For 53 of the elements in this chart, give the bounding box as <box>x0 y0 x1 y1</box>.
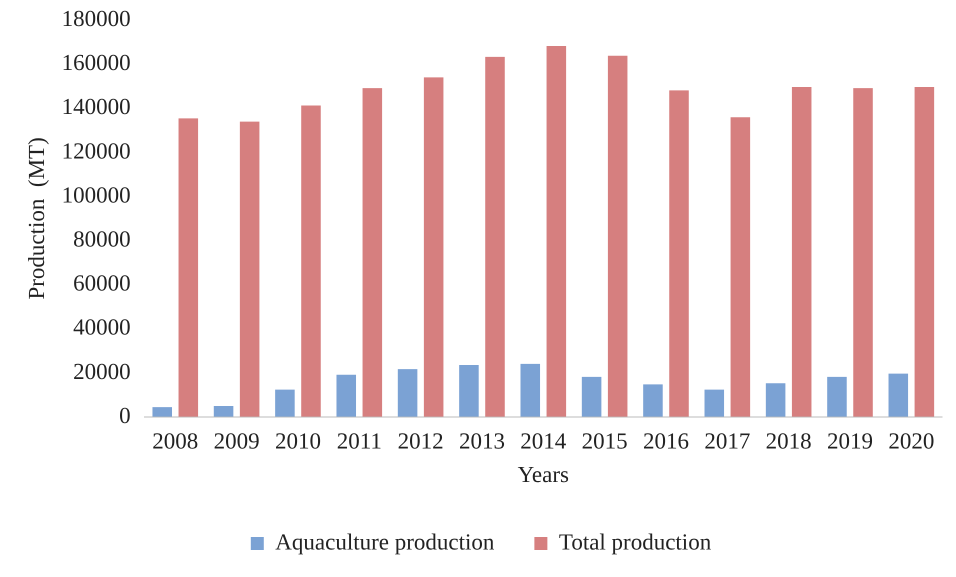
bar <box>827 376 847 417</box>
x-tick-label: 2017 <box>704 428 750 454</box>
x-tick-label: 2012 <box>398 428 444 454</box>
bar <box>459 364 479 417</box>
x-tick-label: 2011 <box>336 428 382 454</box>
bar <box>485 56 505 417</box>
x-axis-title: Years <box>518 462 570 488</box>
x-tick-label: 2020 <box>888 428 934 454</box>
x-tick-label: 2018 <box>766 428 812 454</box>
x-tick-label: 2015 <box>582 428 628 454</box>
bar <box>424 77 444 417</box>
bar <box>362 88 382 417</box>
x-tick-label: 2010 <box>274 428 321 454</box>
y-tick-label: 140000 <box>62 94 131 120</box>
x-tick-label: 2013 <box>458 428 505 454</box>
x-tick-label: 2019 <box>826 428 873 454</box>
bar <box>704 390 724 417</box>
bar <box>669 90 689 417</box>
bar <box>730 117 750 417</box>
legend-label: Total production <box>558 530 712 555</box>
bar <box>582 376 602 417</box>
y-tick-label: 160000 <box>62 50 131 76</box>
bar <box>546 46 566 417</box>
legend-label: Aquaculture production <box>275 530 495 555</box>
bar <box>178 118 198 417</box>
bar <box>520 364 540 417</box>
y-tick-label: 60000 <box>73 270 131 296</box>
y-tick-label: 180000 <box>62 6 131 32</box>
y-tick-label: 0 <box>119 402 131 428</box>
bar <box>214 406 234 417</box>
bar <box>152 407 172 417</box>
y-tick-label: 40000 <box>73 314 131 340</box>
bar <box>301 106 321 417</box>
bar <box>792 87 812 417</box>
y-tick-label: 100000 <box>62 182 131 208</box>
bar <box>275 390 295 417</box>
y-tick-label: 120000 <box>62 138 131 164</box>
x-tick-label: 2016 <box>642 428 689 454</box>
bar <box>398 369 418 417</box>
bar <box>608 56 628 417</box>
bar <box>643 384 663 417</box>
bar <box>853 88 873 417</box>
bar <box>766 383 786 417</box>
y-tick-label: 20000 <box>73 358 131 384</box>
bar <box>336 374 356 417</box>
x-tick-label: 2014 <box>520 428 567 454</box>
x-tick-label: 2009 <box>214 428 260 454</box>
x-tick-label: 2008 <box>152 428 198 454</box>
y-tick-label: 80000 <box>73 226 131 252</box>
bar <box>240 122 260 417</box>
bar <box>914 87 934 417</box>
bar <box>888 374 908 417</box>
y-axis-title: Production (MT) <box>24 137 49 300</box>
